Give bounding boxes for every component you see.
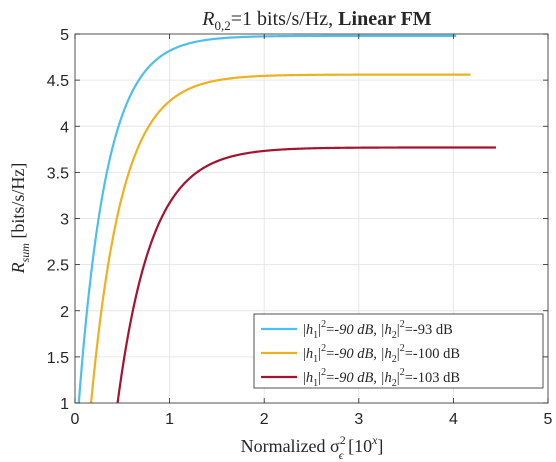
y-axis-label: Rsum [bits/s/Hz] [8, 163, 32, 275]
y-label-sub: sum [18, 243, 32, 263]
y-tick-label: 3 [60, 212, 69, 229]
x-label-tail: [10 [344, 436, 373, 456]
legend-box [253, 313, 544, 389]
series-lines [77, 34, 496, 404]
series-line-1 [77, 34, 457, 404]
x-tick-label: 1 [165, 411, 174, 428]
title-symbol: R [201, 8, 214, 30]
y-label-main: R [8, 262, 28, 274]
legend: |h1|2=-90 dB, |h2|2=-93 dB|h1|2=-90 dB, … [253, 313, 544, 389]
y-tick-label: 1.5 [47, 350, 69, 367]
grid [75, 34, 548, 403]
x-label-tail-sup: x [371, 433, 378, 447]
legend-label-2: |h1|2=-90 dB, |h2|2=-100 dB [303, 343, 460, 365]
x-label-sub: ϵ [339, 448, 345, 462]
y-tick-label: 4.5 [47, 73, 69, 90]
y-tick-labels: 1 1.5 2 2.5 3 3.5 4 4.5 5 [47, 27, 69, 413]
y-tick-label: 4 [60, 119, 69, 136]
series-line-3 [116, 146, 496, 404]
chart-title: R0,2=1 bits/s/Hz, Linear FM [201, 8, 432, 33]
x-tick-label: 4 [449, 411, 458, 428]
x-tick-label: 5 [544, 411, 553, 428]
legend-label-3: |h1|2=-90 dB, |h2|2=-103 dB [303, 367, 460, 389]
y-tick-label: 1 [60, 396, 69, 413]
y-tick-label: 3.5 [47, 165, 69, 182]
series-line-2 [89, 73, 471, 404]
x-tick-labels: 0 1 2 3 4 5 [71, 411, 553, 428]
y-tick-label: 5 [60, 27, 69, 44]
x-label-sup: 2 [340, 433, 346, 447]
y-tick-label: 2.5 [47, 258, 69, 275]
x-axis-label: Normalized σ2 ϵ [10x] [241, 433, 384, 462]
tick-marks [74, 33, 549, 404]
legend-label-1: |h1|2=-90 dB, |h2|2=-93 dB [303, 319, 453, 341]
x-tick-label: 0 [71, 411, 80, 428]
y-label-tail: [bits/s/Hz] [8, 163, 28, 244]
title-bold: Linear FM [338, 8, 432, 30]
y-tick-label: 2 [60, 304, 69, 321]
x-label-main: Normalized σ [241, 436, 340, 456]
x-label-end: ] [377, 436, 383, 456]
title-text: =1 bits/s/Hz, [231, 8, 338, 30]
x-tick-label: 2 [260, 411, 269, 428]
x-tick-label: 3 [354, 411, 363, 428]
title-subscript: 0,2 [215, 18, 231, 33]
